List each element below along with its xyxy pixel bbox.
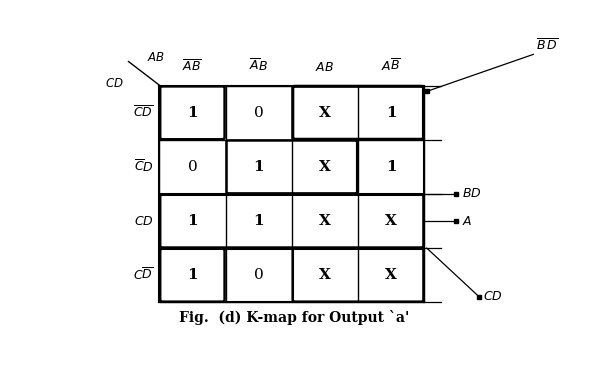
Text: Fig.  (d) K-map for Output `a': Fig. (d) K-map for Output `a' bbox=[179, 310, 409, 325]
Text: X: X bbox=[386, 268, 397, 282]
Text: $\overline{B}\,\overline{D}$: $\overline{B}\,\overline{D}$ bbox=[536, 37, 558, 53]
Text: $\overline{C}\overline{D}$: $\overline{C}\overline{D}$ bbox=[133, 105, 153, 121]
Text: 1: 1 bbox=[187, 268, 198, 282]
Text: $\overline{A}\overline{B}$: $\overline{A}\overline{B}$ bbox=[183, 59, 202, 74]
Text: 1: 1 bbox=[187, 214, 198, 228]
Text: $CD$: $CD$ bbox=[105, 77, 123, 90]
Text: $C\overline{D}$: $C\overline{D}$ bbox=[133, 267, 153, 283]
Text: $\overline{C}D$: $\overline{C}D$ bbox=[134, 159, 153, 175]
Text: 1: 1 bbox=[386, 106, 397, 120]
Text: $AB$: $AB$ bbox=[315, 61, 334, 74]
Text: X: X bbox=[319, 214, 331, 228]
Text: 0: 0 bbox=[254, 268, 263, 282]
Text: 1: 1 bbox=[187, 106, 198, 120]
Text: 0: 0 bbox=[188, 160, 197, 174]
Text: $CD$: $CD$ bbox=[134, 215, 153, 228]
Text: $BD$: $BD$ bbox=[463, 188, 482, 201]
Text: X: X bbox=[319, 106, 331, 120]
Text: X: X bbox=[319, 160, 331, 174]
Text: $A\overline{B}$: $A\overline{B}$ bbox=[381, 58, 401, 74]
Text: $A$: $A$ bbox=[463, 215, 473, 228]
Text: $AB$: $AB$ bbox=[147, 51, 166, 64]
Text: X: X bbox=[319, 268, 331, 282]
Text: $\overline{A}B$: $\overline{A}B$ bbox=[249, 58, 268, 74]
Text: 1: 1 bbox=[386, 160, 397, 174]
Text: X: X bbox=[386, 214, 397, 228]
Text: 0: 0 bbox=[254, 106, 263, 120]
Text: 1: 1 bbox=[254, 160, 264, 174]
Text: 1: 1 bbox=[254, 214, 264, 228]
Text: $CD$: $CD$ bbox=[483, 290, 502, 303]
